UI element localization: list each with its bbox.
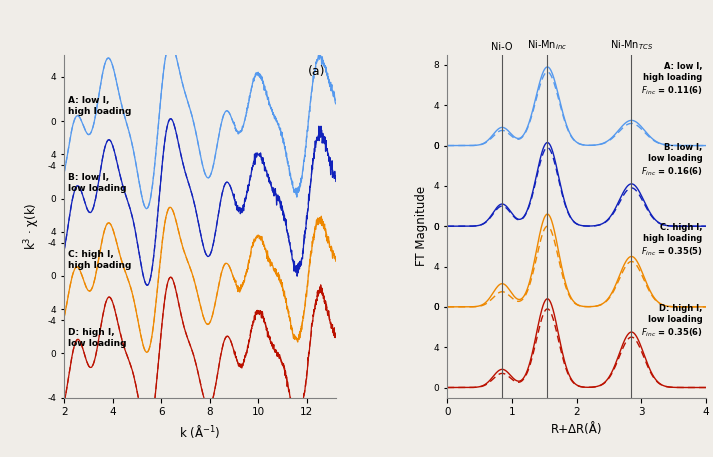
Text: D: high I,
low loading
$F_{inc}$ = 0.35(6): D: high I, low loading $F_{inc}$ = 0.35(… bbox=[641, 304, 702, 339]
Text: A: low I,
high loading: A: low I, high loading bbox=[68, 96, 131, 116]
Text: C: high I,
high loading
$F_{inc}$ = 0.35(5): C: high I, high loading $F_{inc}$ = 0.35… bbox=[641, 223, 702, 259]
Y-axis label: k$^3$ · χ(k): k$^3$ · χ(k) bbox=[23, 202, 42, 250]
X-axis label: k (Å$^{-1}$): k (Å$^{-1}$) bbox=[179, 423, 220, 440]
Text: (a): (a) bbox=[307, 65, 325, 78]
Text: C: high I,
high loading: C: high I, high loading bbox=[68, 250, 131, 271]
Text: D: high I,
low loading: D: high I, low loading bbox=[68, 328, 126, 348]
Text: B: low I,
low loading
$F_{inc}$ = 0.16(6): B: low I, low loading $F_{inc}$ = 0.16(6… bbox=[641, 143, 702, 178]
Text: A: low I,
high loading
$F_{inc}$ = 0.11(6): A: low I, high loading $F_{inc}$ = 0.11(… bbox=[641, 62, 702, 97]
Y-axis label: FT Magnitude: FT Magnitude bbox=[415, 186, 429, 266]
X-axis label: R+ΔR(Å): R+ΔR(Å) bbox=[550, 423, 602, 436]
Text: B: low I,
low loading: B: low I, low loading bbox=[68, 173, 126, 193]
